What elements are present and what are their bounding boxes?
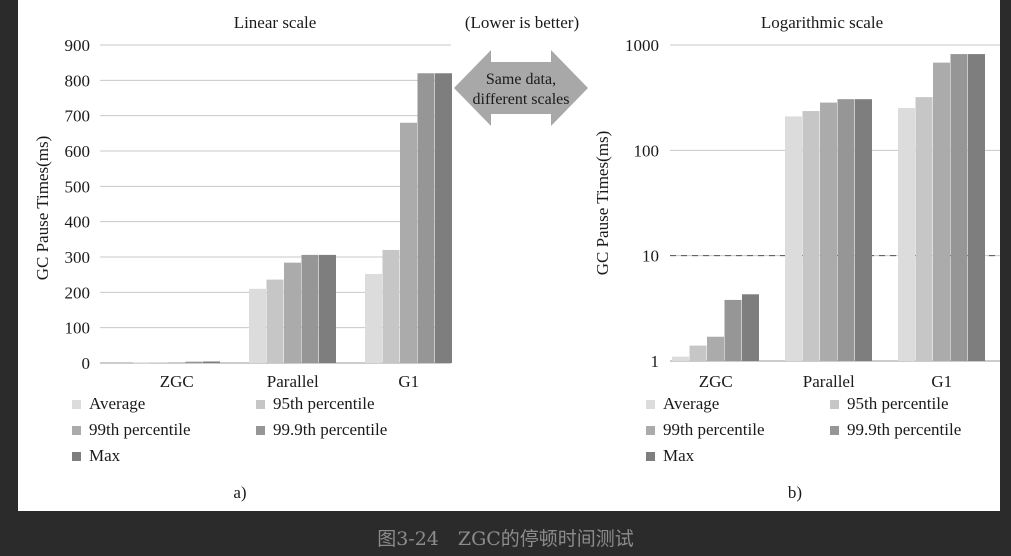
y-tick-label: 100	[65, 319, 91, 338]
legend-swatch	[256, 400, 265, 409]
chart-a-panel-label: a)	[233, 483, 246, 502]
bar-parallel-1	[802, 111, 820, 361]
y-tick-label: 400	[65, 213, 91, 232]
bar-parallel-3	[301, 254, 319, 363]
chart-b-bars	[672, 54, 985, 361]
bar-parallel-2	[284, 262, 301, 363]
category-label: Parallel	[267, 372, 319, 391]
y-tick-label: 1	[651, 352, 660, 371]
bar-parallel-2	[820, 102, 837, 361]
figure-svg: Linear scale GC Pause Times(ms) 0 100 200 3…	[33, 13, 1000, 502]
bar-g1-0	[365, 273, 382, 363]
y-tick-label: 1000	[625, 36, 659, 55]
legend-swatch	[256, 426, 265, 435]
bar-g1-4	[968, 54, 985, 361]
chart-a-ylabel: GC Pause Times(ms)	[33, 136, 52, 281]
chart-b-ylabel: GC Pause Times(ms)	[593, 131, 612, 276]
legend-label: 99.9th percentile	[847, 420, 961, 439]
legend-label: Average	[663, 394, 719, 413]
bar-g1-1	[382, 249, 400, 363]
figure: Linear scale GC Pause Times(ms) 0 100 200 3…	[18, 0, 1000, 511]
legend-label: Max	[89, 446, 121, 465]
double-arrow-icon	[454, 50, 588, 126]
category-label: G1	[398, 372, 419, 391]
legend-swatch	[830, 426, 839, 435]
bar-parallel-1	[266, 279, 284, 363]
chart-a-legend: Average 95th percentile 99th percentile 99.…	[72, 394, 387, 465]
category-label: G1	[931, 372, 952, 391]
chart-a-title: Linear scale	[234, 13, 317, 32]
legend-label: 95th percentile	[273, 394, 375, 413]
bar-zgc-2	[707, 336, 724, 361]
bar-zgc-3	[724, 299, 742, 361]
y-tick-label: 10	[642, 247, 659, 266]
bar-g1-0	[898, 108, 915, 361]
y-tick-label: 0	[82, 354, 91, 373]
bar-parallel-0	[785, 116, 802, 361]
bar-g1-2	[400, 122, 417, 363]
chart-a-bars	[133, 73, 452, 364]
center-annotation: (Lower is better) Same data, different s…	[454, 13, 588, 126]
lower-is-better-note: (Lower is better)	[465, 13, 579, 32]
bar-g1-2	[933, 62, 950, 361]
bar-zgc-3	[185, 361, 203, 363]
y-tick-label: 800	[65, 71, 91, 90]
bar-zgc-0	[672, 356, 689, 361]
chart-b-legend: Average 95th percentile 99th percentile 99.…	[646, 394, 961, 465]
arrow-text-line2: different scales	[473, 91, 570, 108]
category-label: ZGC	[160, 372, 194, 391]
category-label: Parallel	[803, 372, 855, 391]
legend-label: 99.9th percentile	[273, 420, 387, 439]
legend-swatch	[646, 426, 655, 435]
bar-zgc-4	[203, 361, 220, 363]
bar-parallel-3	[837, 99, 855, 361]
legend-swatch	[646, 400, 655, 409]
bar-parallel-4	[319, 254, 336, 363]
y-tick-label: 100	[634, 141, 660, 160]
bar-g1-4	[435, 73, 452, 364]
legend-label: 99th percentile	[663, 420, 765, 439]
bar-g1-3	[950, 54, 968, 361]
bar-zgc-1	[150, 362, 168, 364]
y-tick-label: 200	[65, 283, 91, 302]
category-label: ZGC	[699, 372, 733, 391]
logarithmic-scale-chart: Logarithmic scale GC Pause Times(ms) 1 10…	[593, 13, 1000, 502]
chart-a-yticks: 0 100 200 300 400 500 600 700 800 900	[65, 36, 451, 373]
legend-label: Average	[89, 394, 145, 413]
chart-a-categories: ZGC Parallel G1	[160, 372, 419, 391]
bar-parallel-0	[249, 288, 266, 363]
figure-caption: 图3-24 ZGC的停顿时间测试	[377, 528, 634, 550]
chart-b-panel-label: b)	[788, 483, 802, 502]
linear-scale-chart: Linear scale GC Pause Times(ms) 0 100 200 3…	[33, 13, 452, 502]
legend-label: 95th percentile	[847, 394, 949, 413]
arrow-text-line1: Same data,	[486, 71, 556, 88]
chart-b-title: Logarithmic scale	[761, 13, 883, 32]
legend-swatch	[72, 400, 81, 409]
bar-zgc-1	[689, 345, 707, 361]
legend-label: Max	[663, 446, 695, 465]
bar-g1-3	[417, 73, 435, 364]
bar-zgc-2	[168, 362, 185, 363]
y-tick-label: 900	[65, 36, 91, 55]
legend-swatch	[830, 400, 839, 409]
bar-parallel-4	[855, 99, 872, 361]
legend-swatch	[646, 452, 655, 461]
legend-swatch	[72, 426, 81, 435]
y-tick-label: 300	[65, 248, 91, 267]
y-tick-label: 600	[65, 142, 91, 161]
bar-zgc-4	[742, 294, 759, 361]
chart-b-categories: ZGC Parallel G1	[699, 372, 952, 391]
bar-g1-1	[915, 97, 933, 361]
bar-zgc-0	[133, 362, 150, 364]
y-tick-label: 700	[65, 107, 91, 126]
legend-label: 99th percentile	[89, 420, 191, 439]
legend-swatch	[72, 452, 81, 461]
y-tick-label: 500	[65, 177, 91, 196]
